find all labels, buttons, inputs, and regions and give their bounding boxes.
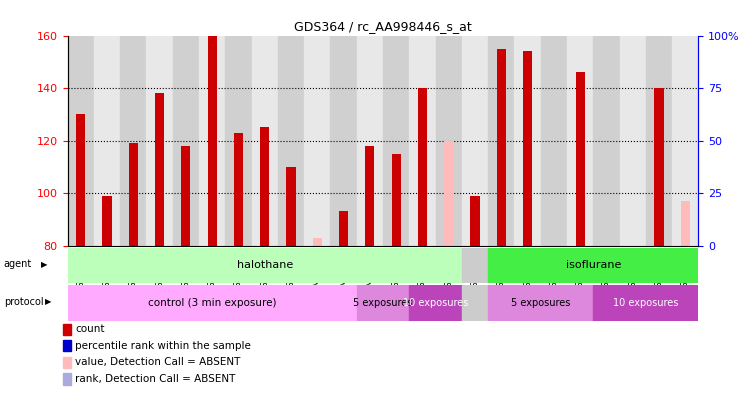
Bar	[120, 36, 146, 246]
Bar	[672, 36, 698, 246]
Bar	[365, 146, 375, 246]
Bar	[567, 36, 593, 246]
Bar	[488, 248, 698, 283]
Title: GDS364 / rc_AA998446_s_at: GDS364 / rc_AA998446_s_at	[294, 20, 472, 33]
Bar	[409, 285, 462, 321]
Bar	[470, 196, 480, 246]
Bar	[304, 36, 330, 246]
Bar	[575, 72, 585, 246]
Bar	[102, 196, 112, 246]
Bar	[357, 285, 409, 321]
Bar	[654, 88, 664, 246]
Text: count: count	[75, 324, 104, 334]
Bar	[444, 141, 454, 246]
Bar	[514, 36, 541, 246]
Bar	[593, 36, 620, 246]
Bar	[68, 36, 94, 246]
Text: percentile rank within the sample: percentile rank within the sample	[75, 341, 251, 351]
Text: ▶: ▶	[45, 297, 52, 306]
Bar	[462, 248, 488, 283]
Text: agent: agent	[4, 259, 32, 269]
Text: 5 exposures: 5 exposures	[353, 298, 413, 308]
Bar	[523, 51, 532, 246]
Bar	[488, 36, 514, 246]
Text: 10 exposures: 10 exposures	[403, 298, 469, 308]
Bar	[252, 36, 278, 246]
Bar	[94, 36, 120, 246]
Bar	[436, 36, 462, 246]
Bar	[496, 49, 506, 246]
Bar	[620, 36, 646, 246]
Bar	[593, 285, 698, 321]
Text: 10 exposures: 10 exposures	[613, 298, 679, 308]
Bar	[146, 36, 173, 246]
Bar	[541, 36, 567, 246]
Bar	[278, 36, 304, 246]
Bar	[260, 128, 270, 246]
Bar	[76, 114, 86, 246]
Bar	[234, 133, 243, 246]
Bar	[680, 201, 690, 246]
Text: ▶: ▶	[41, 260, 47, 268]
Bar	[68, 248, 462, 283]
Bar	[173, 36, 199, 246]
Bar	[646, 36, 672, 246]
Bar	[312, 238, 322, 246]
Bar	[409, 36, 436, 246]
Bar	[199, 36, 225, 246]
Bar	[155, 93, 164, 246]
Bar	[462, 285, 488, 321]
Bar	[418, 88, 427, 246]
Bar	[330, 36, 357, 246]
Bar	[225, 36, 252, 246]
Bar	[207, 36, 217, 246]
Bar	[128, 143, 138, 246]
Bar	[286, 167, 296, 246]
Bar	[383, 36, 409, 246]
Text: control (3 min exposure): control (3 min exposure)	[148, 298, 276, 308]
Text: protocol: protocol	[4, 297, 44, 307]
Text: rank, Detection Call = ABSENT: rank, Detection Call = ABSENT	[75, 374, 236, 384]
Bar	[181, 146, 191, 246]
Bar	[357, 36, 383, 246]
Text: 5 exposures: 5 exposures	[511, 298, 571, 308]
Text: value, Detection Call = ABSENT: value, Detection Call = ABSENT	[75, 357, 240, 367]
Bar	[462, 36, 488, 246]
Bar	[68, 285, 357, 321]
Text: isoflurane: isoflurane	[566, 260, 621, 270]
Text: halothane: halothane	[237, 260, 293, 270]
Bar	[488, 285, 593, 321]
Bar	[339, 211, 348, 246]
Bar	[391, 154, 401, 246]
